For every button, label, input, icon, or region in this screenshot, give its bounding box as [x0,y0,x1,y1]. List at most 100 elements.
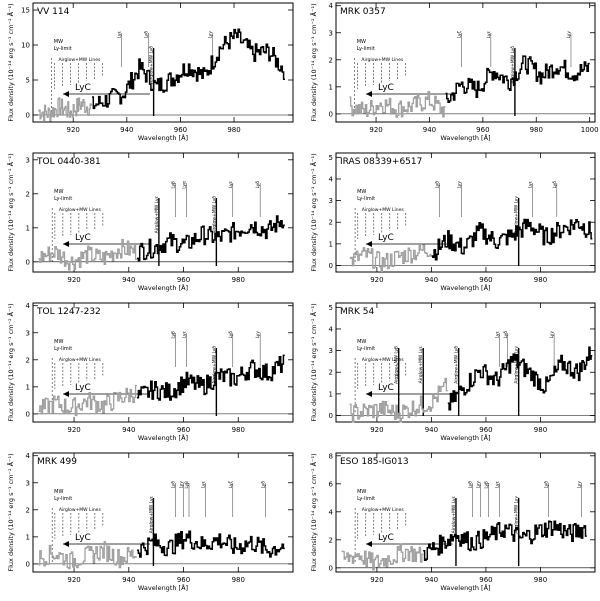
y-tick-label: 2 [329,536,333,544]
panel-1: 920 940 960 980 0 5 10 15 Wavelength [Å] Flux den… [6,2,294,142]
line-label: Lyδ [143,31,149,39]
panel-2: 920 940 960 980 1000 0 1 2 3 4 Wavelength [Å] Flux … [309,2,599,142]
panel-title: ESO 185-IG013 [340,457,409,467]
y-axis-label: Flux density (10⁻¹⁴ erg s⁻¹ cm⁻² Å⁻¹) [6,153,15,271]
x-tick-label: 980 [227,126,240,134]
y-tick-label: 10 [21,42,30,50]
x-tick-label: 920 [370,426,383,434]
airglow-label: Airglow+MW Lines [362,207,405,213]
spectrum-series-2 [447,346,593,411]
line-label: Lyγ [549,331,555,339]
lyc-label: LyC [75,83,91,93]
x-tick-label: 980 [232,576,245,584]
panel-title: TOL 0440-381 [36,157,101,167]
lyc-label: LyC [378,83,394,93]
lyc-arrowhead [366,391,372,397]
line-label: Lyδ [503,331,509,339]
spectrum-series-2 [423,520,587,561]
spectrum-series-1 [349,242,432,273]
y-axis-label: Flux density (10⁻¹⁴ erg s⁻¹ cm⁻² Å⁻¹) [309,153,318,271]
x-tick-label: 920 [67,576,80,584]
line-label: Airglow+MW Lyδ [211,196,217,234]
line-label: Lyγ [255,331,261,339]
line-label: Airglow+MW Lyδ [149,46,155,84]
spectrum-series-2 [137,530,285,558]
y-tick-label: 0 [26,112,30,120]
x-axis-label: Wavelength [Å] [138,583,188,592]
lyc-label: LyC [378,233,394,243]
line-label: Lyγ [208,31,214,39]
line-label: Lyζ [228,480,234,488]
spectrum-series-1 [341,543,424,571]
x-tick-label: 960 [479,426,492,434]
line-label: Lyδ [435,181,441,189]
panel-3: 920 940 960 980 0 1 2 3 Wavelength [Å] Flux densi… [6,152,294,292]
y-tick-label: 4 [329,2,334,10]
x-tick-label: 980 [534,276,547,284]
x-axis-label: Wavelength [Å] [440,133,490,142]
plot-frame [335,452,596,573]
x-tick-label: 920 [369,126,382,134]
ly-limit-label: Ly-limit [357,346,375,352]
x-axis-label: Wavelength [Å] [440,283,490,292]
spectrum-series-1 [38,97,92,122]
airglow-label: Airglow+MW Lines [59,207,102,213]
ly-limit-label: Ly-limit [54,496,72,502]
y-tick-label: 3 [26,329,30,337]
line-label: Lyζ [456,30,462,38]
y-tick-label: 4 [26,302,31,310]
x-tick-label: 940 [122,276,135,284]
line-label: Lyγ [456,181,462,189]
x-axis-label: Wavelength [Å] [440,433,490,442]
spectrum-series-1 [38,384,137,417]
panel-title: MRK 0357 [340,7,386,17]
spectrum-series-1 [38,238,137,271]
y-tick-label: 3 [26,479,30,487]
y-tick-label: 0 [26,410,30,418]
line-label: Lyγ [475,481,481,489]
line-label: Lyε [228,180,234,188]
x-tick-label: 920 [67,126,80,134]
y-tick-label: 1 [329,83,333,91]
plot-frame [32,452,294,573]
lyc-label: LyC [378,383,394,393]
spectrum-series-2 [445,55,590,104]
y-axis-label: Flux density (10⁻¹⁴ erg s⁻¹ cm⁻² Å⁻¹) [6,3,15,121]
line-label: Lyε [181,330,187,338]
panel-title: VV 114 [37,7,70,17]
line-label: Lyε [200,480,206,488]
line-label: Airglow+MW Lyδ [454,346,460,384]
spectrum-series-2 [137,354,285,401]
lyc-label: LyC [378,533,394,543]
y-tick-label: 2 [329,369,333,377]
airglow-label: Airglow+MW Lines [58,57,101,63]
line-label: Lyδ [552,181,558,189]
line-label: Airglow+MW Lyγ [514,496,520,534]
x-tick-label: 960 [479,276,492,284]
airglow-label: Airglow+MW Lines [362,357,405,363]
ly-limit-label: Ly-limit [357,46,375,52]
airglow-label: Airglow+MW Lines [362,507,405,513]
y-tick-label: 1 [26,224,30,232]
line-label: Lyγ [566,31,572,39]
line-label: Airglow+MW Lyδ [211,346,217,384]
line-label: Lyδ [170,481,176,489]
y-tick-label: 2 [329,56,333,64]
x-axis-label: Wavelength [Å] [138,133,188,142]
y-tick-label: 4 [329,325,334,333]
airglow-label: Airglow+MW Lines [59,357,102,363]
line-label: Airglow+MW Lyε [154,195,160,233]
y-tick-label: 6 [329,480,334,488]
mw-label: MW [54,339,63,345]
plot-frame [32,2,294,123]
x-tick-label: 960 [479,576,492,584]
line-label: Lyδ [261,481,267,489]
y-tick-label: 2 [329,219,333,227]
plot-frame [32,152,294,273]
line-label: Lyε [495,480,501,488]
y-tick-label: 0 [329,262,333,270]
ly-limit-label: Ly-limit [54,46,72,52]
y-tick-label: 0 [329,110,333,118]
panel-title: MRK 54 [340,307,375,317]
